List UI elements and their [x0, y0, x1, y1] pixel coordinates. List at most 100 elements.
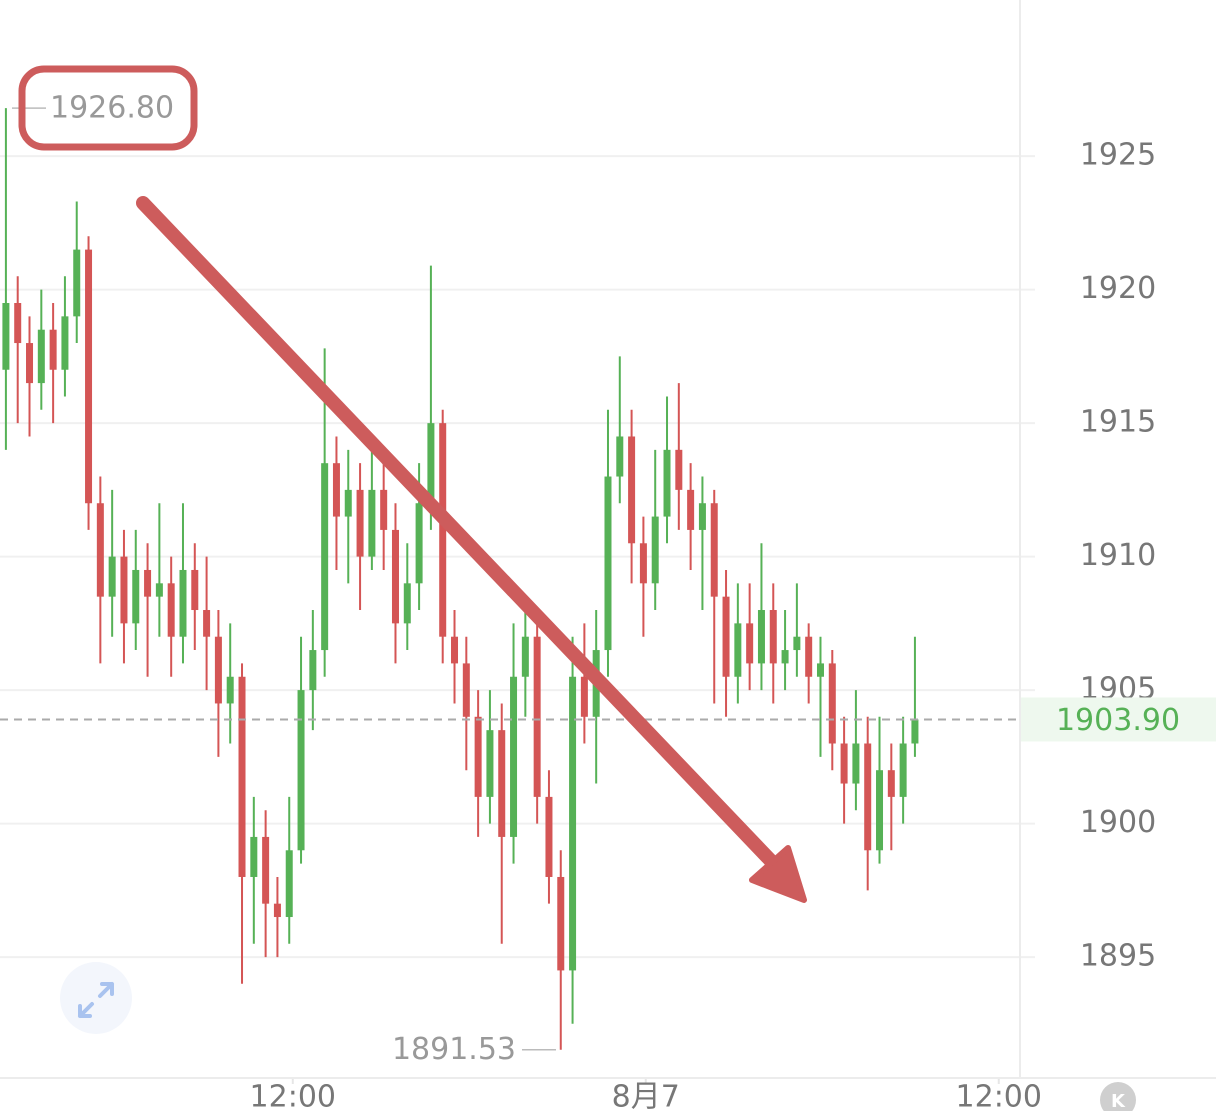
- candle-body: [746, 623, 754, 664]
- candle-body: [321, 463, 329, 651]
- y-tick-label: 1900: [1080, 805, 1156, 840]
- candle-body: [864, 743, 872, 851]
- expand-icon: [78, 982, 114, 1018]
- grid: [0, 155, 1035, 1084]
- candle-body: [521, 636, 529, 677]
- candle-body: [852, 743, 860, 784]
- candle-body: [498, 730, 506, 837]
- badge-bg: [1100, 1082, 1136, 1111]
- candle-body: [203, 610, 211, 637]
- candle-body: [356, 489, 364, 557]
- candle-body: [191, 569, 199, 611]
- candle-body: [604, 476, 612, 651]
- candle-body: [120, 556, 128, 624]
- candle-body: [368, 489, 376, 557]
- candle-body: [250, 836, 258, 877]
- candle-body: [391, 529, 399, 624]
- y-tick-label: 1920: [1080, 271, 1156, 306]
- candle-body: [309, 650, 317, 691]
- candle-body: [911, 719, 919, 744]
- x-tick-label: 12:00: [250, 1080, 336, 1111]
- candle-body: [533, 636, 541, 797]
- candle-body: [49, 329, 57, 370]
- candle-body: [144, 569, 152, 597]
- candle-body: [273, 903, 281, 918]
- candle-body: [781, 650, 789, 664]
- candle-body: [262, 836, 270, 904]
- last-price-label: 1903.90: [1056, 703, 1180, 738]
- y-tick-label: 1915: [1080, 405, 1156, 440]
- candle-body: [85, 249, 93, 504]
- candle-body: [698, 503, 706, 530]
- candle-body: [226, 676, 234, 704]
- badge-text: K: [1111, 1091, 1126, 1111]
- candle-body: [557, 876, 565, 971]
- candle-body: [675, 449, 683, 490]
- candle-body: [344, 489, 352, 517]
- candle-body: [332, 463, 340, 517]
- candle-body: [828, 663, 836, 744]
- candle-body: [380, 489, 388, 530]
- candle-body: [26, 343, 34, 384]
- candle-body: [616, 436, 624, 477]
- candle-body: [403, 583, 411, 624]
- expand-button[interactable]: [60, 962, 132, 1034]
- candle-body: [805, 636, 813, 677]
- candle-body: [108, 556, 116, 597]
- candle-body: [155, 583, 163, 597]
- highlight-box: [18, 65, 198, 151]
- candle-body: [899, 743, 907, 797]
- candle-body: [687, 489, 695, 530]
- candle-body: [451, 636, 459, 664]
- candle-body: [663, 449, 671, 517]
- candle-body: [486, 730, 494, 797]
- candle-body: [580, 676, 588, 717]
- candle-body: [179, 569, 187, 637]
- candle-body: [132, 569, 140, 624]
- candle-body: [474, 716, 482, 797]
- candle-body: [285, 850, 293, 918]
- candle-body: [651, 516, 659, 584]
- y-tick-label: 1895: [1080, 939, 1156, 974]
- candle-body: [167, 583, 175, 637]
- candle-body: [14, 303, 22, 344]
- expand-button-bg[interactable]: [60, 962, 132, 1034]
- candle-body: [793, 636, 801, 651]
- trend-arrow: [136, 196, 807, 903]
- candle-body: [462, 663, 470, 717]
- y-tick-label: 1925: [1080, 138, 1156, 173]
- candle-body: [569, 676, 577, 971]
- candle-body: [887, 770, 895, 797]
- candle-body: [73, 249, 81, 317]
- candle-body: [2, 303, 10, 370]
- candle-body: [545, 796, 553, 877]
- x-tick-label: 12:00: [956, 1080, 1042, 1111]
- candle-body: [769, 610, 777, 664]
- candle-body: [734, 623, 742, 677]
- candle-body: [722, 596, 730, 677]
- y-tick-label: 1910: [1080, 538, 1156, 573]
- candles: [2, 108, 919, 1050]
- candle-body: [628, 436, 636, 544]
- candle-body: [710, 503, 718, 597]
- candle-body: [876, 770, 884, 851]
- candle-body: [427, 423, 435, 504]
- candle-body: [757, 610, 765, 664]
- candle-body: [415, 503, 423, 584]
- min-label: 1891.53: [392, 1032, 516, 1067]
- candle-body: [439, 423, 447, 637]
- x-tick-label: 8月7: [612, 1080, 680, 1111]
- arrow-head: [749, 845, 807, 903]
- candle-body: [238, 676, 246, 877]
- candle-body: [297, 690, 305, 851]
- candle-body: [96, 503, 104, 597]
- candle-body: [840, 743, 848, 784]
- candle-body: [816, 663, 824, 677]
- arrow-shaft: [136, 196, 779, 869]
- max-label: 1926.80: [50, 91, 174, 126]
- last-price-bg: [1020, 697, 1216, 742]
- candle-body: [37, 329, 45, 384]
